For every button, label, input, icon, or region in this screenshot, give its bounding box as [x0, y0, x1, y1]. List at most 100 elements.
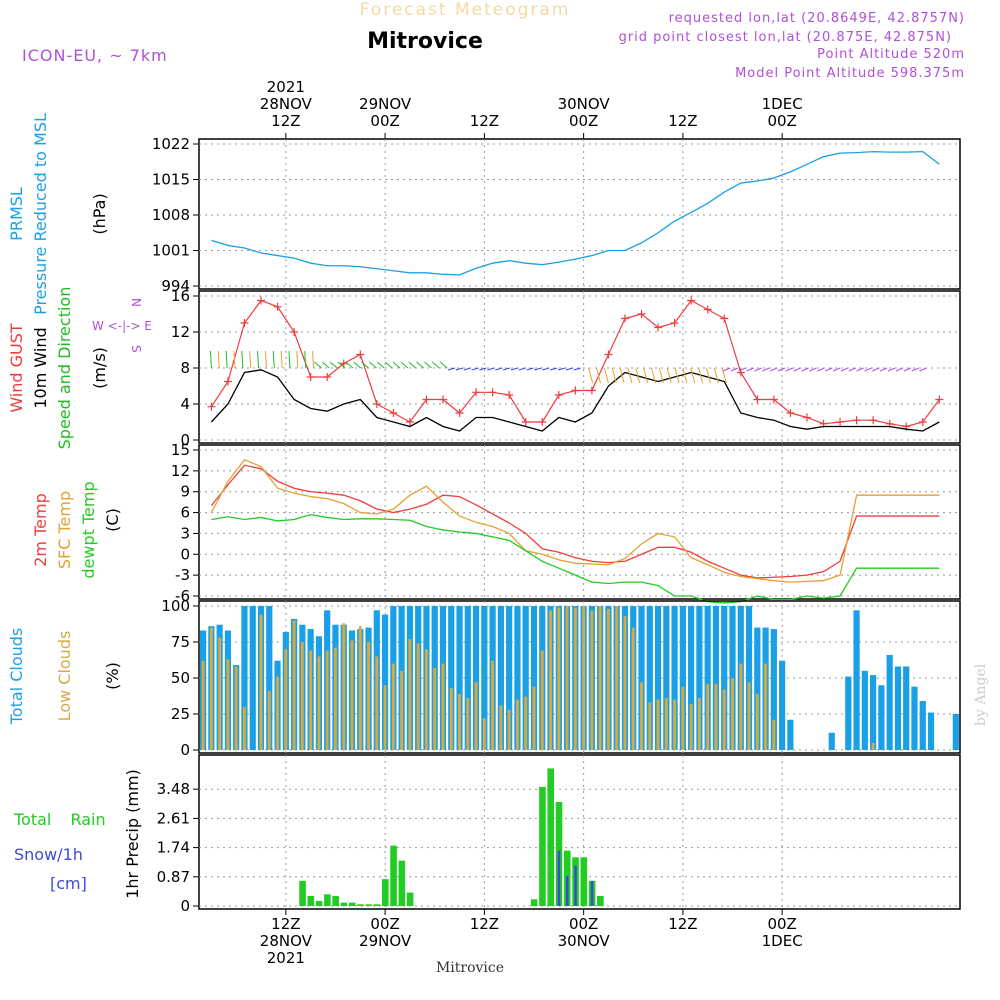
wind-arrow-44	[550, 367, 558, 371]
total-cloud-bar-36	[497, 606, 504, 750]
precip-label-cm: [cm]	[50, 874, 87, 893]
total-cloud-bar-38	[514, 606, 521, 750]
top-time-label-5-1: 00Z	[767, 112, 796, 130]
precip-ytick-label-2: 1.74	[157, 839, 190, 857]
wind-arrow-6	[257, 350, 260, 369]
low-cloud-bar-23	[391, 663, 395, 750]
bottom-time-label-5-1: 1DEC	[762, 932, 803, 950]
low-cloud-bar-57	[673, 699, 677, 750]
wind-arrow-71	[762, 367, 770, 372]
total-cloud-bar-22	[381, 614, 389, 750]
temp-ytick-label-6: 12	[171, 462, 190, 480]
wind-arrow-43	[542, 367, 550, 371]
low-cloud-bar-43	[557, 607, 561, 750]
pressure-ytick-label-4: 1022	[152, 135, 190, 153]
gust-marker-11	[389, 409, 398, 417]
rain-bar-21	[373, 904, 381, 906]
low-cloud-bar-29	[441, 663, 445, 750]
rain-bar-22	[381, 879, 389, 906]
wind-arrow-5	[249, 350, 252, 369]
wind-arrow-68	[738, 367, 746, 372]
precip-ytick-label-1: 0.87	[157, 868, 190, 886]
gust-marker-25	[620, 314, 629, 323]
wind-arrow-49	[595, 367, 601, 384]
bottom-time-label-1-1: 29NOV	[359, 932, 412, 950]
low-cloud-bar-37	[507, 709, 511, 750]
total-cloud-bar-54	[646, 606, 653, 750]
requested-coords: requested lon,lat (20.8649E, 42.8757N)	[669, 11, 965, 26]
gust-marker-6	[306, 373, 315, 381]
low-cloud-bar-81	[871, 742, 875, 750]
wind-frame	[198, 290, 961, 444]
wind-arrow-66	[722, 367, 731, 372]
total-cloud-bar-5	[241, 606, 248, 750]
wind-arrow-81	[840, 367, 849, 372]
temp-unit: (C)	[103, 508, 122, 532]
gust-marker-12	[405, 418, 414, 426]
total-cloud-bar-81	[870, 675, 877, 750]
temp-label-2m: 2m Temp	[31, 493, 50, 567]
low-cloud-bar-33	[474, 682, 478, 750]
wind-arrow-9	[280, 350, 283, 369]
total-cloud-bar-60	[696, 606, 703, 750]
wind-arrow-45	[557, 367, 566, 371]
temp-ytick-label-5: 9	[180, 483, 190, 501]
low-cloud-bar-39	[524, 696, 528, 750]
gust-marker-31	[720, 314, 729, 323]
gust-marker-20	[538, 418, 547, 426]
low-cloud-bar-47	[590, 610, 594, 750]
total-cloud-bar-82	[878, 685, 885, 750]
temp-ytick-label-7: 15	[171, 441, 190, 459]
top-time-label-3-1: 00Z	[569, 112, 598, 130]
low-cloud-bar-7	[259, 614, 263, 750]
bottom-time-label-3-0: 00Z	[569, 915, 598, 933]
wind-arrow-7	[264, 350, 267, 369]
low-cloud-bar-54	[648, 702, 652, 750]
low-cloud-bar-64	[731, 678, 734, 750]
snow-bar-47	[590, 880, 594, 906]
gust-marker-23	[587, 386, 596, 395]
low-cloud-bar-36	[499, 705, 503, 750]
low-cloud-bar-10	[284, 649, 288, 750]
wind-arrow-74	[785, 367, 794, 372]
top-time-label-1-0: 29NOV	[359, 95, 412, 113]
wind-line	[210, 369, 940, 432]
cloud-labels: Total Clouds Low Clouds (%)	[7, 628, 122, 726]
total-cloud-bar-76	[828, 732, 835, 750]
gust-marker-19	[521, 418, 530, 426]
bottom-time-label-3-1: 30NOV	[558, 932, 611, 950]
wind-arrow-65	[721, 367, 727, 384]
wind-arrow-80	[832, 367, 841, 372]
gust-marker-0	[207, 402, 216, 411]
gust-marker-7	[323, 373, 332, 381]
gust-marker-4	[273, 302, 282, 311]
top-time-label-5-0: 1DEC	[762, 95, 803, 113]
low-cloud-bar-31	[458, 693, 461, 750]
top-time-label-0-2: 12Z	[271, 112, 300, 130]
dewpt-line	[211, 513, 940, 604]
gust-marker-10	[372, 400, 381, 408]
low-cloud-bar-26	[416, 643, 420, 750]
total-cloud-bar-88	[927, 712, 935, 750]
temp-label-sfc: SFC Temp	[55, 491, 74, 569]
bottom-time-label-1-0: 00Z	[370, 915, 399, 933]
wind-ytick-label-1: 4	[180, 395, 190, 413]
wind-arrow-4	[241, 350, 244, 369]
pressure-line	[211, 150, 940, 276]
low-cloud-bar-24	[400, 670, 404, 750]
low-cloud-bar-21	[375, 656, 379, 750]
total-cloud-bar-69	[770, 629, 777, 750]
wind-arrow-70	[754, 367, 762, 372]
pressure-label-msl: Pressure Reduced to MSL	[31, 113, 50, 315]
wind-arrow-22	[376, 361, 385, 369]
wind-labels: Wind GUST 10m Wind Speed and Direction (…	[7, 287, 152, 450]
rain-bar-48	[597, 895, 604, 906]
wind-arrow-62	[698, 367, 704, 384]
pressure-ytick-label-0: 994	[161, 277, 190, 295]
wind-arrow-60	[682, 367, 688, 384]
rain-bar-18	[348, 902, 356, 906]
wind-arrow-86	[880, 367, 888, 372]
low-cloud-bar-65	[739, 663, 743, 750]
